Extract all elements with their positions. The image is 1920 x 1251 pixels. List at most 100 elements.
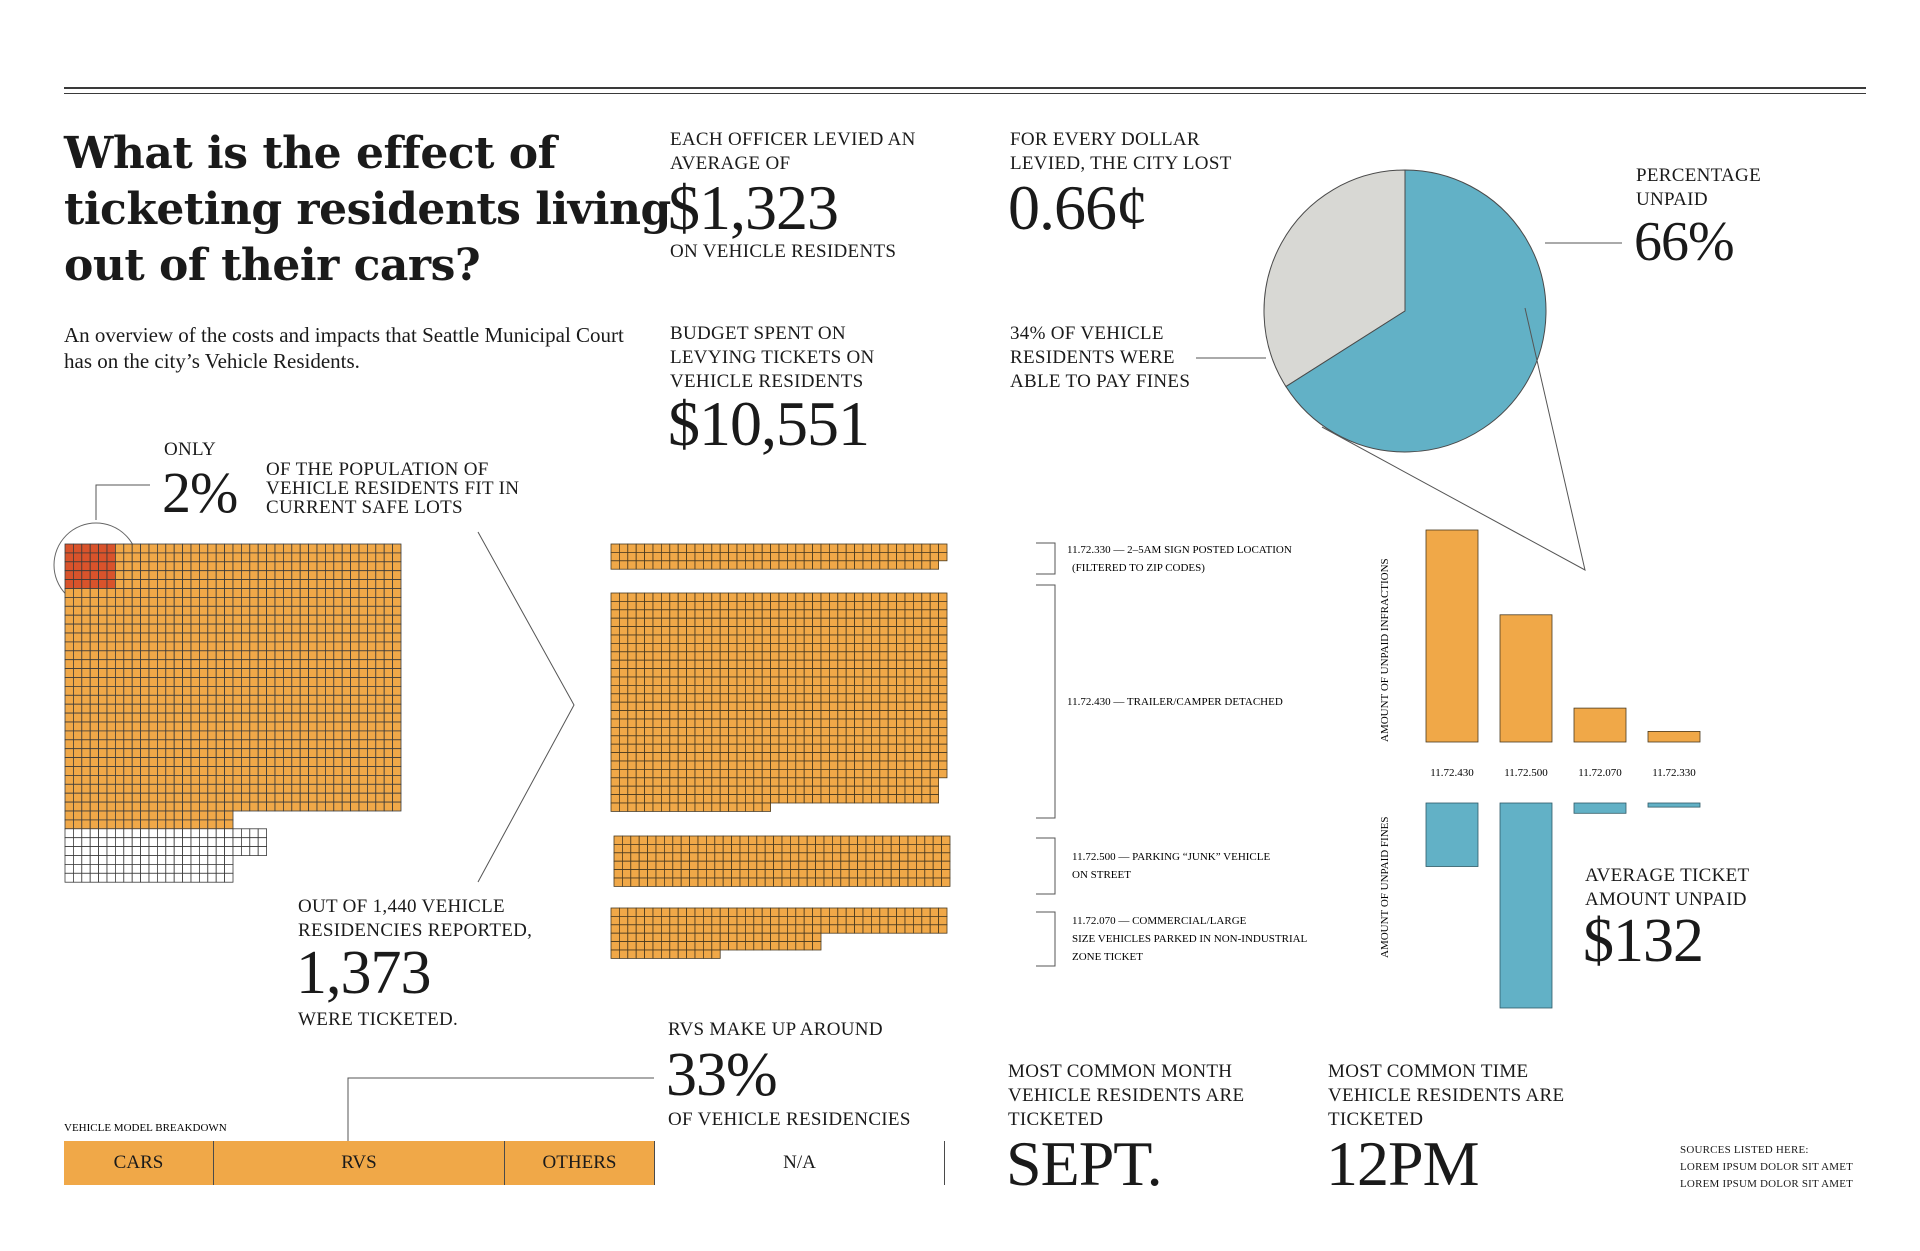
waffle-cell-ticketed (341, 775, 352, 785)
waffle-cell-11-72-430 (896, 592, 906, 602)
waffle-cell-11-72-430 (661, 718, 671, 728)
waffle-cell-ticketed (274, 641, 284, 652)
waffle-cell-11-72-430 (845, 718, 856, 728)
waffle-cell-11-72-430 (728, 609, 738, 619)
waffle-cell-ticketed (123, 766, 133, 776)
waffle-cell-11-72-430 (795, 710, 805, 720)
waffle-cell-ticketed (207, 605, 217, 616)
waffle-cell-11-72-430 (904, 794, 914, 804)
waffle-cell-11-72-430 (619, 685, 629, 695)
waffle-cell-11-72-430 (644, 777, 654, 787)
waffle-cell-11-72-430 (879, 651, 889, 661)
waffle-cell-unticketed (98, 864, 108, 874)
waffle-cell-unticketed (249, 837, 259, 848)
waffle-cell-ticketed (375, 623, 385, 634)
waffle-cell-ticketed (190, 668, 200, 678)
waffle-cell-11-72-430 (929, 752, 940, 762)
waffle-cell-ticketed (207, 694, 217, 705)
waffle-cell-11-72-430 (787, 710, 797, 720)
waffle-cell-11-72-430 (652, 802, 662, 812)
waffle-cell-11-72-070 (610, 907, 620, 917)
waffle-cell-11-72-430 (627, 634, 637, 644)
waffle-cell-ticketed (224, 543, 234, 554)
waffle-cell-unticketed (73, 855, 83, 865)
waffle-cell-ticketed (266, 766, 276, 776)
waffle-cell-11-72-070 (719, 941, 730, 951)
waffle-cell-ticketed (148, 677, 158, 687)
waffle-cell-ticketed (98, 632, 108, 643)
waffle-cell-11-72-430 (871, 718, 881, 728)
waffle-cell-ticketed (190, 721, 200, 732)
waffle-cell-11-72-430 (627, 710, 637, 720)
waffle-cell-11-72-070 (904, 916, 914, 926)
waffle-cell-ticketed (182, 766, 192, 776)
waffle-cell-ticketed (366, 739, 377, 750)
waffle-cell-11-72-070 (669, 916, 679, 926)
waffle-cell-ticketed (131, 721, 141, 732)
waffle-cell-11-72-430 (711, 769, 721, 779)
waffle-cell-ticketed (383, 783, 394, 794)
waffle-cell-ticketed (392, 561, 402, 572)
waffle-cell-11-72-430 (661, 743, 671, 754)
waffle-cell-11-72-430 (703, 685, 713, 695)
waffle-cell-ticketed (115, 543, 125, 554)
waffle-cell-11-72-430 (854, 617, 864, 628)
waffle-cell-11-72-430 (787, 659, 797, 670)
waffle-cell-ticketed (123, 757, 133, 767)
waffle-cell-11-72-500 (697, 844, 707, 854)
waffle-cell-11-72-430 (736, 617, 746, 628)
waffle-cell-11-72-430 (862, 735, 872, 745)
waffle-cell-11-72-070 (644, 932, 654, 943)
waffle-cell-ticketed (366, 543, 377, 554)
waffle-cell-ticketed (350, 686, 360, 696)
waffle-cell-11-72-430 (677, 760, 688, 770)
waffle-cell-ticketed (299, 766, 310, 776)
waffle-cell-ticketed (316, 570, 326, 581)
waffle-cell-ticketed (64, 730, 74, 741)
waffle-cell-11-72-430 (745, 651, 755, 661)
waffle-cell-ticketed (198, 552, 209, 563)
waffle-cell-11-72-330 (787, 552, 797, 562)
waffle-cell-ticketed (106, 588, 116, 598)
waffle-cell-ticketed (73, 775, 83, 785)
waffle-cell-ticketed (366, 597, 377, 607)
waffle-cell-ticketed (333, 783, 343, 794)
waffle-cell-11-72-330 (703, 560, 713, 570)
waffle-cell-11-72-430 (619, 735, 629, 745)
waffle-cell-11-72-430 (719, 651, 730, 661)
waffle-cell-unticketed (190, 837, 200, 848)
waffle-cell-ticketed (131, 810, 141, 821)
waffle-cell-11-72-330 (694, 552, 704, 562)
waffle-cell-ticketed (182, 775, 192, 785)
waffle-cell-11-72-430 (644, 794, 654, 804)
waffle-cell-ticketed (375, 597, 385, 607)
waffle-cell-ticketed (308, 659, 318, 670)
waffle-cell-11-72-330 (652, 543, 662, 553)
waffle-cell-unticketed (257, 828, 268, 839)
waffle-cell-11-72-500 (706, 835, 716, 845)
waffle-cell-11-72-430 (921, 701, 931, 712)
waffle-cell-ticketed (148, 588, 158, 598)
waffle-cell-ticketed (358, 597, 368, 607)
waffle-cell-ticketed (333, 623, 343, 634)
waffle-cell-unticketed (106, 855, 116, 865)
waffle-cell-11-72-500 (647, 852, 657, 862)
waffle-cell-ticketed (249, 650, 259, 661)
waffle-cell-11-72-070 (644, 916, 654, 926)
waffle-cell-ticketed (249, 677, 259, 687)
waffle-cell-11-72-500 (815, 869, 825, 879)
waffle-cell-11-72-500 (932, 835, 943, 845)
waffle-cell-ticketed (341, 632, 352, 643)
waffle-cell-11-72-070 (896, 907, 906, 917)
waffle-cell-11-72-430 (711, 802, 721, 812)
waffle-cell-11-72-430 (795, 592, 805, 602)
waffle-cell-11-72-430 (904, 710, 914, 720)
waffle-cell-unticketed (198, 828, 209, 839)
waffle-cell-ticketed (366, 712, 377, 723)
waffle-cell-11-72-430 (711, 785, 721, 796)
waffle-cell-ticketed (198, 775, 209, 785)
waffle-cell-11-72-070 (686, 916, 696, 926)
waffle-cell-ticketed (73, 686, 83, 696)
waffle-cell-11-72-500 (882, 877, 892, 887)
